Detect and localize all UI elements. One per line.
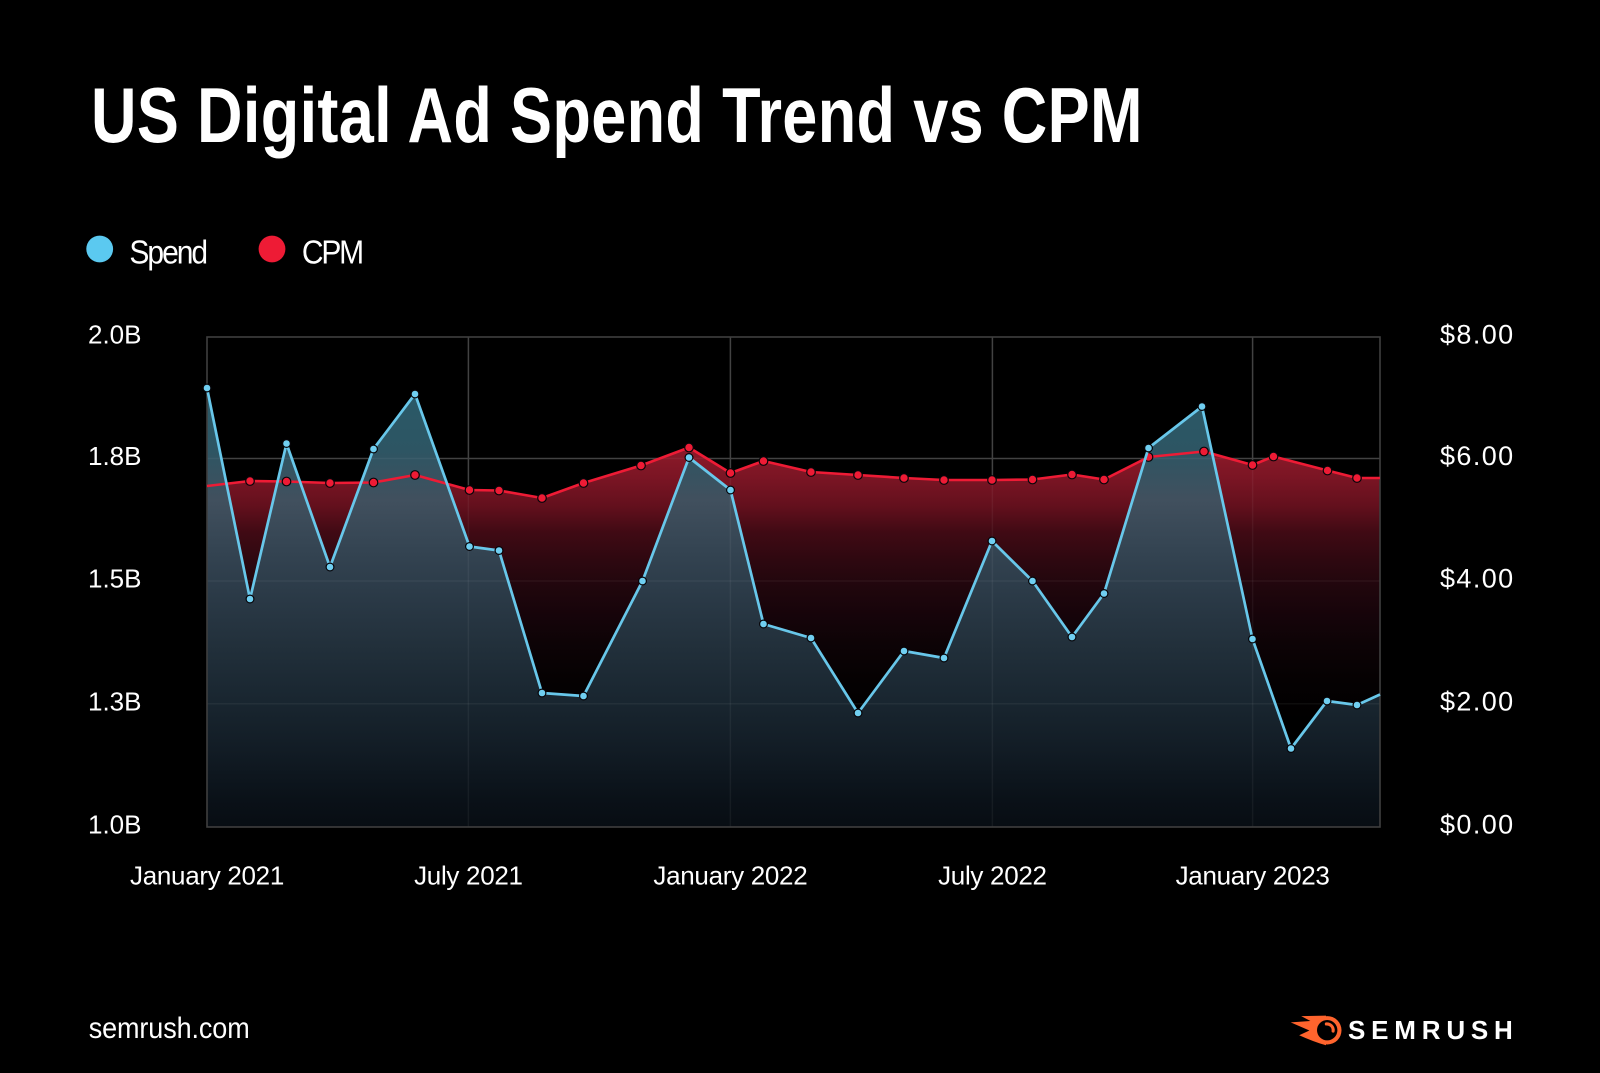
svg-text:July 2022: July 2022	[938, 861, 1047, 891]
svg-text:1.8B: 1.8B	[88, 441, 142, 471]
svg-text:$2.00: $2.00	[1440, 686, 1515, 716]
svg-text:semrush.com: semrush.com	[89, 1012, 250, 1045]
svg-text:January 2023: January 2023	[1176, 861, 1330, 891]
svg-text:2.0B: 2.0B	[88, 320, 142, 350]
svg-text:$6.00: $6.00	[1440, 441, 1515, 471]
svg-text:1.0B: 1.0B	[88, 810, 142, 840]
svg-text:January 2022: January 2022	[653, 861, 807, 891]
svg-text:1.5B: 1.5B	[88, 564, 142, 594]
svg-text:$8.00: $8.00	[1440, 320, 1515, 350]
svg-text:CPM: CPM	[302, 233, 362, 271]
svg-text:1.3B: 1.3B	[88, 686, 142, 716]
svg-text:January 2021: January 2021	[130, 861, 284, 891]
svg-text:$4.00: $4.00	[1440, 564, 1515, 594]
svg-text:$0.00: $0.00	[1440, 810, 1515, 840]
svg-text:Spend: Spend	[129, 233, 206, 271]
svg-text:SEMRUSH: SEMRUSH	[1348, 1015, 1519, 1045]
svg-text:US Digital Ad Spend Trend vs C: US Digital Ad Spend Trend vs CPM	[91, 73, 1143, 160]
svg-text:July 2021: July 2021	[414, 861, 523, 891]
